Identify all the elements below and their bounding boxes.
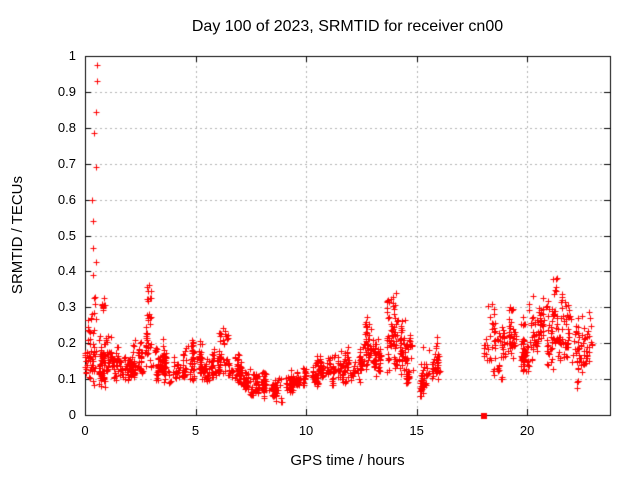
- y-tick-label: 0.4: [57, 263, 76, 279]
- y-tick-label: 0.1: [57, 371, 76, 387]
- y-tick-label: 0.7: [57, 155, 76, 171]
- y-tick-label: 0.5: [57, 227, 76, 243]
- x-tick-label: 0: [81, 423, 89, 438]
- chart-title: Day 100 of 2023, SRMTID for receiver cn0…: [191, 18, 504, 35]
- y-tick-label: 0.6: [57, 191, 76, 207]
- x-tick-label: 15: [409, 423, 424, 438]
- x-tick-label: 10: [298, 423, 314, 438]
- x-axis-label: GPS time / hours: [290, 452, 405, 469]
- y-tick-label: 0.9: [57, 83, 76, 99]
- y-tick-label: 0.8: [57, 119, 76, 135]
- y-tick-label: 0.2: [57, 335, 76, 351]
- x-tick-label: 5: [191, 423, 200, 438]
- y-tick-label: 1: [68, 48, 76, 63]
- y-tick-label: 0: [68, 407, 76, 422]
- y-tick-label: 0.3: [57, 299, 76, 315]
- x-tick-label: 20: [519, 423, 535, 438]
